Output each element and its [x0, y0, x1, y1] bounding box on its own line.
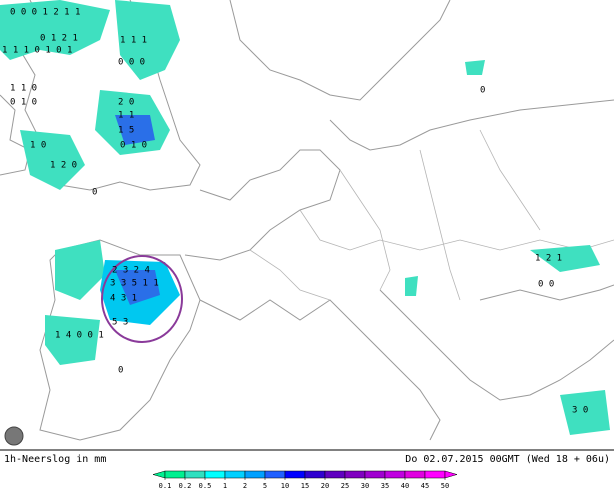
map-title: 1h-Neerslog in mm [4, 454, 106, 465]
legend-swatch [404, 470, 426, 479]
precip-label: 0 0 0 1 2 1 1 [10, 8, 80, 18]
precip-label: 3 3 5 1 1 [110, 279, 159, 289]
legend-swatch [184, 470, 206, 479]
precip-label: 3 0 [572, 406, 588, 416]
precip-label: 1 1 [118, 111, 134, 121]
precip-label: 1 2 0 [50, 161, 77, 171]
precip-label: 5 3 [112, 318, 128, 328]
precip-label: 1 4 0 0 1 [55, 331, 104, 341]
precip-label: 1 1 1 0 1 0 1 [2, 46, 72, 56]
precip-label: 1 1 0 [10, 84, 37, 94]
precip-label: 0 [480, 86, 485, 96]
precip-label: 0 1 0 [10, 98, 37, 108]
legend-tick-label: 40 [401, 482, 409, 490]
precip-label: 0 1 0 [120, 141, 147, 151]
legend-swatch [304, 470, 326, 479]
legend-swatch [244, 470, 266, 479]
precipitation [0, 0, 610, 435]
precip-label: 2 3 2 4 [112, 266, 150, 276]
legend-tick-label: 15 [301, 482, 309, 490]
legend-tick-label: 45 [421, 482, 429, 490]
precip-label: 0 0 [538, 280, 554, 290]
logo-icon [4, 426, 24, 446]
precip-label: 0 [118, 366, 123, 376]
legend-tick-label: 2 [243, 482, 247, 490]
borders [249, 129, 614, 301]
legend-tick-label: 0.1 [159, 482, 172, 490]
precip-label: 1 2 1 [535, 254, 562, 264]
legend-swatch [324, 470, 346, 479]
precip-label: 0 [92, 188, 97, 198]
precip-labels: 0 0 0 1 2 1 1 0 1 2 1 1 1 1 0 1 0 1 1 1 1 0 … [2, 8, 588, 416]
legend-arrow-right [444, 470, 458, 479]
legend-tick-label: 5 [263, 482, 267, 490]
legend-swatch [224, 470, 246, 479]
precip-label: 1 1 1 [120, 36, 147, 46]
legend-tick-label: 20 [321, 482, 329, 490]
precip-label: 1 5 [118, 126, 134, 136]
legend-tick-label: 1 [223, 482, 227, 490]
legend-tick-label: 0.2 [179, 482, 192, 490]
legend-swatch [284, 470, 306, 479]
highlight-circle [101, 255, 183, 343]
precip-label: 0 1 2 1 [40, 34, 78, 44]
legend-swatch [364, 470, 386, 479]
precip-label: 0 0 0 [118, 58, 145, 68]
legend-swatch [424, 470, 446, 479]
precip-label: 1 0 [30, 141, 46, 151]
legend-tick-label: 25 [341, 482, 349, 490]
legend-swatch [164, 470, 186, 479]
legend-swatch [204, 470, 226, 479]
legend: 0.1 0.2 0.5 1 2 5 10 15 20 25 30 35 40 45 50 [152, 470, 458, 490]
legend-tick-label: 50 [441, 482, 449, 490]
precip-label: 4 3 1 [110, 294, 137, 304]
legend-tick-label: 10 [281, 482, 289, 490]
legend-swatch [344, 470, 366, 479]
legend-tick-label: 35 [381, 482, 389, 490]
legend-tick-label: 0.5 [199, 482, 212, 490]
map-area [0, 0, 614, 450]
legend-tick-label: 30 [361, 482, 369, 490]
precip-label: 2 0 [118, 98, 134, 108]
valid-time: Do 02.07.2015 00GMT (Wed 18 + 06u) [405, 454, 610, 465]
legend-swatch [384, 470, 406, 479]
legend-swatch [264, 470, 286, 479]
